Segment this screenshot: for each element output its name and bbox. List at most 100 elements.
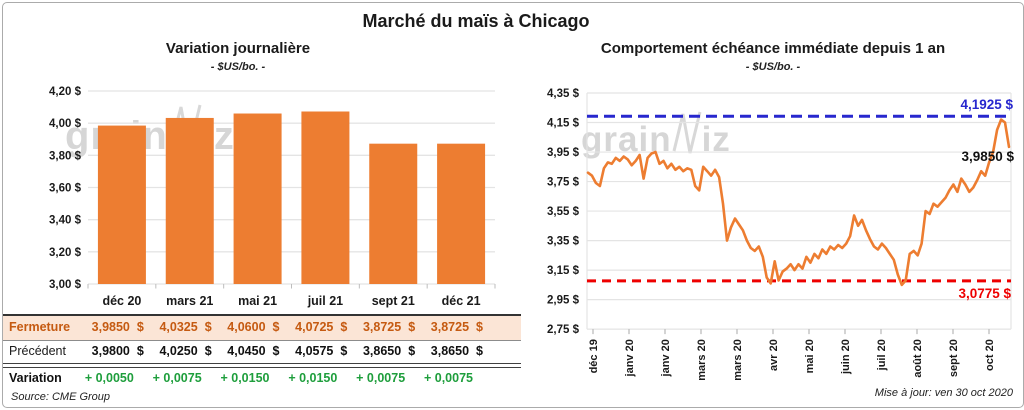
column-header: juil 21 [307, 294, 344, 308]
value-cell-variation: + 0,0075 [153, 371, 202, 385]
value-cell-variation: + 0,0075 [356, 371, 405, 385]
value: 4,0250 [159, 344, 198, 358]
value: + 0,0075 [356, 371, 406, 385]
divider [3, 314, 521, 316]
value: 3,9850 [91, 320, 130, 334]
y-axis-tick-label: 3,20 $ [49, 247, 82, 259]
value-cell-fermeture: 3,8725 $ [429, 320, 483, 334]
x-axis-tick-label: août 20 [912, 339, 924, 378]
x-axis-tick-label: mai 20 [804, 339, 816, 373]
value: + 0,0150 [220, 371, 270, 385]
currency-symbol: $ [272, 344, 280, 358]
x-axis-tick-label: juil 20 [876, 339, 888, 371]
currency-symbol: $ [272, 320, 280, 334]
high-reference-label: 4,1925 $ [960, 97, 1013, 112]
bar-chart: 4,20 $ 4,00 $ 3,80 $ 3,60 $ 3,40 $ 3,20 $ 3,00… [49, 86, 496, 291]
value-cell-variation: + 0,0075 [424, 371, 473, 385]
bar [165, 117, 214, 285]
price-table: Source: CME Group déc 20 mars 21 mai 21 jui… [3, 291, 521, 407]
row-label-fermeture: Fermeture [9, 320, 71, 334]
bar [369, 143, 418, 284]
y-axis-tick-label: 3,40 $ [49, 215, 82, 227]
x-axis-tick-label: janv 20 [660, 339, 672, 377]
line-chart: 4,35 $ 4,15 $ 3,95 $ 3,75 $ 3,55 $ 3,35 $ 3,15… [547, 88, 1014, 381]
fermeture-row-highlight [3, 316, 521, 340]
currency-symbol: $ [136, 320, 144, 334]
currency-symbol: $ [204, 344, 212, 358]
value: 4,0600 [227, 320, 266, 334]
value-cell-variation: + 0,0150 [288, 371, 337, 385]
value: + 0,0075 [423, 371, 473, 385]
bar [301, 111, 350, 284]
y-axis-tick-label: 3,75 $ [547, 177, 580, 189]
line-chart-subtitle: - $US/bo. - [745, 61, 801, 73]
value-cell-precedent: 4,0450 $ [226, 344, 280, 358]
row-label-precedent: Précédent [9, 344, 66, 358]
value-cell-precedent: 3,9800 $ [90, 344, 144, 358]
value: 4,0325 [159, 320, 198, 334]
value-cell-precedent: 4,0575 $ [294, 344, 348, 358]
double-divider [3, 363, 521, 368]
y-axis-tick-label: 3,95 $ [547, 147, 580, 159]
y-axis-tick-label: 2,95 $ [547, 295, 580, 307]
column-header: déc 20 [102, 294, 142, 308]
price-line [586, 118, 1011, 287]
value-cell-fermeture: 4,0725 $ [294, 320, 348, 334]
value: 3,8650 [362, 344, 402, 358]
y-axis-tick-label: 3,15 $ [547, 265, 580, 277]
value-cell-fermeture: 4,0325 $ [158, 320, 212, 334]
y-axis-tick-label: 4,20 $ [49, 86, 82, 98]
y-axis-tick-label: 2,75 $ [547, 324, 580, 336]
currency-symbol: $ [476, 344, 483, 358]
currency-symbol: $ [204, 320, 212, 334]
y-axis-tick-label: 3,80 $ [49, 150, 82, 162]
last-price-label: 3,9850 $ [961, 149, 1014, 164]
value: 4,0575 [295, 344, 334, 358]
x-axis-tick-label: sept 20 [948, 339, 960, 377]
zigzag-logo-icon [672, 111, 702, 154]
divider [3, 340, 521, 341]
bar [233, 113, 282, 284]
value-cell-fermeture: 4,0600 $ [226, 320, 280, 334]
column-header: sept 21 [371, 294, 415, 308]
value: 3,8725 [362, 320, 402, 334]
value-cell-precedent: 3,8650 $ [361, 344, 415, 358]
source-note: Source: CME Group [11, 391, 111, 403]
x-axis-tick-label: janv 20 [624, 339, 636, 377]
currency-symbol: $ [408, 320, 416, 334]
value-cell-precedent: 4,0250 $ [158, 344, 212, 358]
value-cell-variation: + 0,0150 [220, 371, 269, 385]
x-axis-tick-label: mars 20 [696, 339, 708, 381]
row-label-variation: Variation [9, 371, 62, 385]
currency-symbol: $ [476, 320, 483, 334]
currency-symbol: $ [340, 320, 348, 334]
page-title: Marché du maïs à Chicago [362, 11, 590, 31]
value-cell-precedent: 3,8650 $ [429, 344, 483, 358]
column-header: mai 21 [238, 294, 278, 308]
line-chart-title: Comportement échéance immédiate depuis 1… [600, 40, 946, 57]
low-reference-label: 3,0775 $ [958, 286, 1011, 301]
currency-symbol: $ [408, 344, 416, 358]
value-cell-fermeture: 3,9850 $ [90, 320, 144, 334]
value: + 0,0075 [152, 371, 202, 385]
update-date-note: Mise à jour: ven 30 oct 2020 [874, 387, 1013, 399]
x-axis-tick-label: oct 20 [984, 339, 996, 371]
column-header: mars 21 [166, 294, 214, 308]
x-axis-tick-label: déc 19 [588, 339, 600, 373]
value-cell-fermeture: 3,8725 $ [361, 320, 415, 334]
watermark-text: iz [701, 120, 731, 160]
x-axis-tick-label: mars 20 [732, 339, 744, 381]
currency-symbol: $ [340, 344, 348, 358]
y-axis-tick-label: 4,00 $ [49, 118, 82, 130]
y-axis-tick-label: 3,00 $ [49, 279, 82, 291]
bar-chart-title: Variation journalière [165, 40, 311, 57]
value: 4,0725 [295, 320, 334, 334]
y-axis-tick-label: 3,55 $ [547, 206, 580, 218]
value: 3,8650 [430, 344, 470, 358]
x-axis-tick-label: juin 20 [840, 339, 852, 375]
y-axis-tick-label: 3,35 $ [547, 236, 580, 248]
value-cell-variation: + 0,0050 [85, 371, 134, 385]
bar-chart-subtitle: - $US/bo. - [210, 61, 266, 73]
y-axis-tick-label: 3,60 $ [49, 183, 82, 195]
